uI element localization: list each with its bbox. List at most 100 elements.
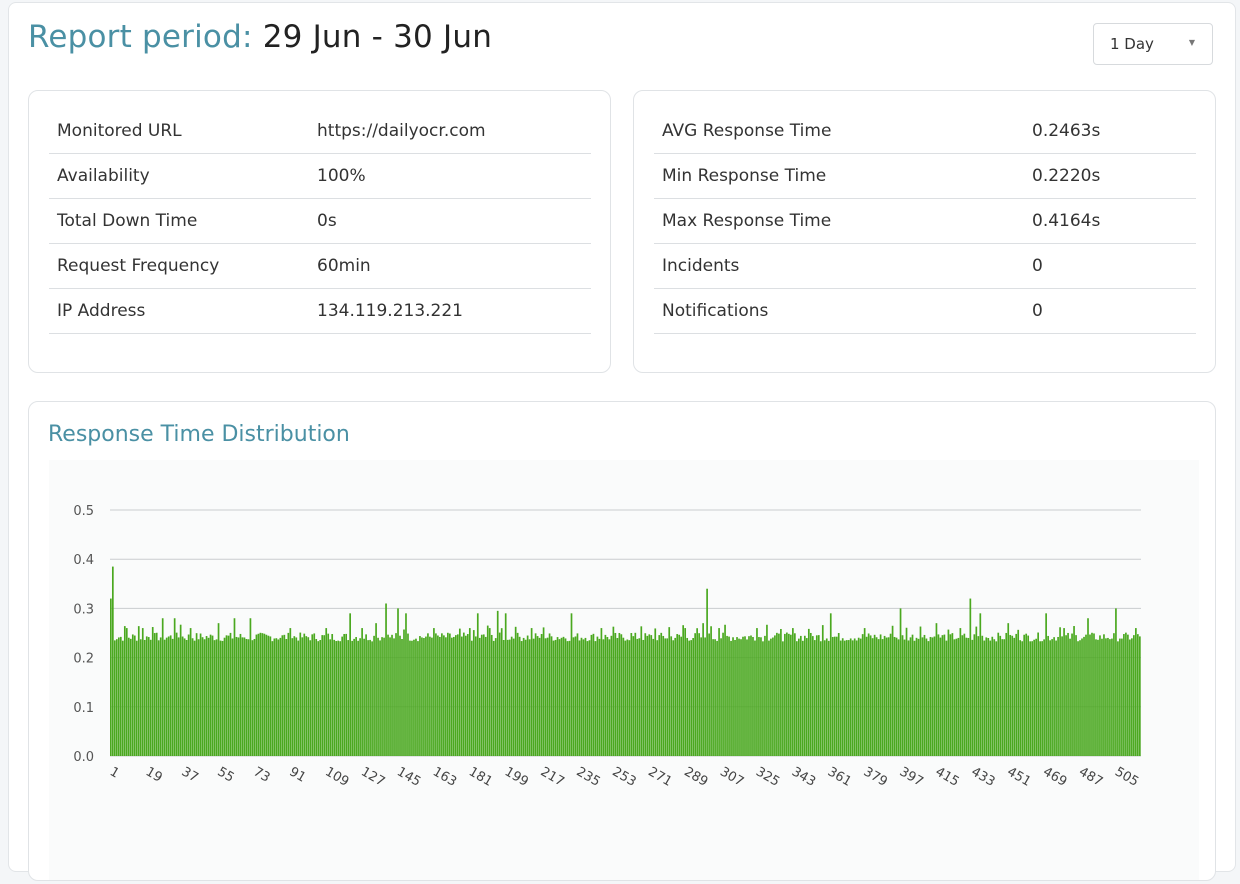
chart-bar xyxy=(584,637,587,756)
chart-bar xyxy=(1015,633,1018,756)
chart-bar xyxy=(143,639,146,756)
chart-bar xyxy=(299,632,302,756)
chart-bar xyxy=(379,640,381,756)
chart-bar xyxy=(849,638,852,756)
chart-bar xyxy=(985,637,988,756)
chart-bar xyxy=(301,637,304,756)
chart-bar xyxy=(965,637,968,756)
chart-bar xyxy=(437,635,439,756)
chart-bar xyxy=(871,638,874,756)
chart-bar xyxy=(913,640,916,756)
row-key: Min Response Time xyxy=(662,166,827,186)
chart-bar xyxy=(698,633,700,756)
chart-bar xyxy=(1039,641,1041,756)
chart-bar xyxy=(1001,639,1004,756)
chart-bar xyxy=(205,636,208,756)
chart-bar xyxy=(839,640,842,756)
chart-bar xyxy=(556,637,559,756)
chart-bar xyxy=(1043,639,1045,756)
chart-bar xyxy=(506,639,509,756)
chart-bar xyxy=(540,634,543,756)
chart-bar xyxy=(837,633,840,756)
chart-bar xyxy=(1053,637,1055,756)
chart-bar xyxy=(111,566,114,756)
chart-bar xyxy=(1029,641,1032,756)
chart-bar xyxy=(1027,635,1030,756)
chart-bar xyxy=(907,640,910,756)
x-tick-label: 487 xyxy=(1076,764,1105,789)
chart-bar xyxy=(622,637,625,756)
chart-bar xyxy=(1051,639,1053,756)
chart-bar xyxy=(470,640,473,756)
chart-bar xyxy=(445,637,447,756)
chart-bar xyxy=(666,638,669,756)
chart-bar xyxy=(1115,608,1117,756)
chart-bar xyxy=(632,636,635,756)
chart-bar xyxy=(981,635,984,756)
chart-bar xyxy=(161,618,164,756)
chart-bar xyxy=(265,634,268,756)
chart-bar xyxy=(433,628,435,756)
chart-bar xyxy=(502,640,505,756)
chart-bar xyxy=(137,626,140,756)
chart-bar xyxy=(987,638,990,756)
chart-bar xyxy=(125,628,128,756)
chart-bar xyxy=(891,625,894,756)
chart-bar xyxy=(708,633,710,756)
chart-bar xyxy=(973,634,976,756)
chart-bar xyxy=(979,613,982,756)
chart-bar xyxy=(464,635,467,756)
chart-bar xyxy=(159,637,162,756)
chart-bar xyxy=(835,636,838,756)
chart-bar xyxy=(482,634,485,756)
chart-bar xyxy=(293,636,296,756)
chart-bar xyxy=(606,637,609,756)
chart-bar xyxy=(885,637,888,756)
summary-table-right: AVG Response Time 0.2463s Min Response Ti… xyxy=(654,109,1196,334)
period-select[interactable]: 1 Day ▼ xyxy=(1093,23,1213,65)
chart-bar xyxy=(1121,638,1123,756)
table-row: Availability 100% xyxy=(49,154,591,199)
chart-bar xyxy=(295,637,298,756)
chart-bar xyxy=(281,635,284,756)
chart-bar xyxy=(490,634,493,756)
x-tick-label: 253 xyxy=(610,764,639,789)
chart-bar xyxy=(754,640,756,756)
chart-bar xyxy=(458,628,461,756)
chart-bar xyxy=(181,636,184,756)
chart-bar xyxy=(895,637,898,756)
chart-bar xyxy=(514,626,517,756)
chart-bar xyxy=(762,641,764,756)
chart-bar xyxy=(859,638,862,756)
chart-bar xyxy=(869,635,872,756)
summary-card-right: AVG Response Time 0.2463s Min Response Ti… xyxy=(633,90,1216,373)
chart-bar xyxy=(845,640,848,756)
chart-bar xyxy=(684,628,687,756)
chart-bar xyxy=(522,637,525,756)
x-tick-label: 397 xyxy=(897,764,926,789)
chart-bar xyxy=(833,636,836,756)
y-tick-label: 0.3 xyxy=(73,602,94,617)
chart-bar xyxy=(590,634,593,756)
chart-bar xyxy=(756,628,758,756)
chart-bar xyxy=(1129,639,1131,756)
chart-bar xyxy=(636,638,639,756)
chart-bar xyxy=(185,640,188,756)
chart-bar xyxy=(564,638,567,756)
chart-bar xyxy=(476,613,479,756)
chart-bar xyxy=(586,641,589,756)
chart-bar xyxy=(1033,639,1035,756)
chart-bar xyxy=(867,633,870,756)
chart-bar xyxy=(263,633,266,756)
row-value: 0.2220s xyxy=(1032,166,1101,186)
chart-bar xyxy=(1087,618,1089,756)
chart-bar xyxy=(1133,635,1135,756)
y-tick-label: 0.0 xyxy=(73,750,94,765)
chart-bar xyxy=(253,638,256,756)
chart-bar xyxy=(110,598,112,756)
chart-bar xyxy=(596,636,599,756)
row-value: 60min xyxy=(317,256,371,276)
x-tick-label: 145 xyxy=(394,764,423,789)
chart-bar xyxy=(369,639,371,756)
chart-bar xyxy=(393,638,395,756)
